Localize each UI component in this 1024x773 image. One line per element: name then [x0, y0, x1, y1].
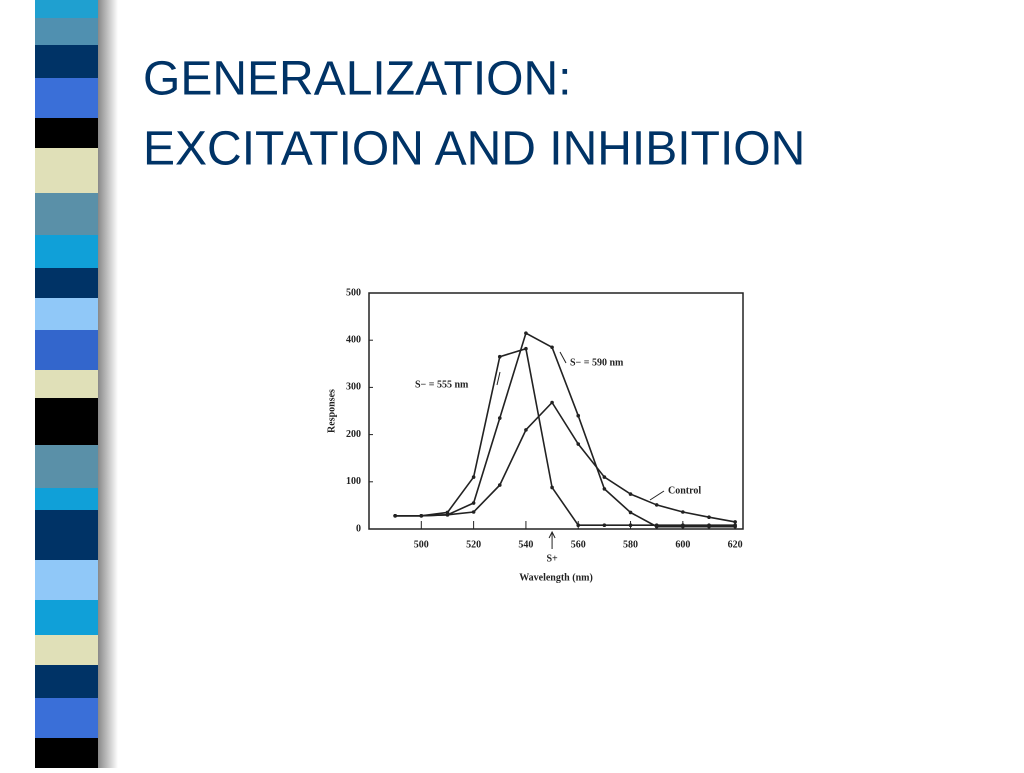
data-point	[576, 442, 581, 446]
y-tick-label: 500	[346, 287, 361, 298]
data-point	[681, 524, 685, 529]
x-tick-label: 540	[518, 539, 533, 550]
y-tick-label: 100	[346, 476, 361, 487]
data-point	[471, 501, 476, 505]
data-point	[681, 510, 685, 514]
decor-strip	[35, 0, 118, 768]
data-point	[707, 515, 711, 519]
y-tick-label: 300	[346, 382, 361, 393]
data-point	[628, 523, 633, 528]
x-tick-label: 500	[414, 539, 429, 550]
slide-title: EXCITATION AND INHIBITION	[143, 123, 805, 176]
y-tick-label: 0	[356, 523, 361, 534]
data-point	[497, 483, 502, 487]
data-point	[602, 523, 607, 528]
data-point	[550, 345, 554, 350]
data-point	[576, 413, 581, 418]
annotation-arrowhead	[548, 530, 556, 539]
slide-title: GENERALIZATION:	[143, 53, 572, 106]
label-leader	[559, 351, 567, 364]
series-label: S− = 555 nm	[415, 379, 469, 390]
series-label: S− = 590 nm	[570, 357, 624, 368]
data-point	[733, 520, 737, 524]
x-tick-label: 600	[675, 539, 690, 550]
label-leader	[496, 371, 501, 386]
data-point	[471, 510, 476, 514]
label-leader	[649, 490, 665, 501]
x-tick-label: 560	[571, 539, 586, 550]
x-axis-label: Wavelength (nm)	[519, 572, 593, 583]
data-point	[524, 428, 528, 432]
data-point	[524, 346, 528, 351]
data-point	[628, 510, 633, 515]
data-point	[654, 503, 659, 507]
data-point	[419, 513, 424, 518]
y-tick-label: 400	[346, 334, 361, 345]
series-line	[395, 331, 736, 528]
data-point	[654, 524, 659, 529]
y-tick-label: 200	[346, 429, 361, 440]
data-point	[393, 513, 397, 518]
data-point	[497, 416, 502, 420]
x-tick-label: 520	[466, 539, 481, 550]
data-point	[550, 485, 554, 490]
data-point	[576, 523, 581, 528]
data-point	[733, 524, 737, 529]
data-point	[524, 331, 528, 335]
series-line	[395, 347, 736, 527]
plot-frame	[368, 292, 744, 530]
series-label: Control	[668, 485, 701, 496]
data-point	[497, 354, 502, 359]
data-point	[471, 475, 476, 479]
data-point	[550, 400, 554, 405]
x-tick-label: 580	[623, 539, 638, 550]
data-point	[602, 475, 607, 479]
data-point	[445, 513, 450, 517]
data-point	[628, 492, 633, 496]
data-point	[602, 487, 607, 491]
y-axis-label: Responses	[326, 389, 337, 433]
x-tick-label: 620	[728, 539, 743, 550]
annotation: S+	[546, 553, 558, 564]
series-line	[395, 401, 736, 523]
data-point	[707, 524, 711, 529]
